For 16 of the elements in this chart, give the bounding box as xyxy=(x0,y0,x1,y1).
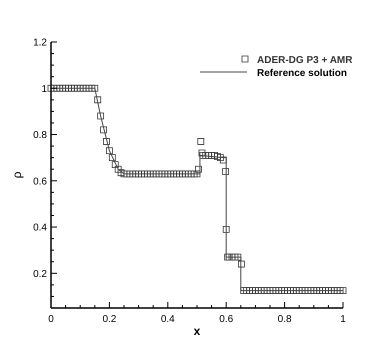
x-tick-label: 0.6 xyxy=(219,314,234,325)
y-tick-label: 0.2 xyxy=(33,268,48,280)
x-axis-title: x xyxy=(194,324,201,338)
x-tick-label: 0 xyxy=(48,314,54,325)
y-tick-label: 1.2 xyxy=(33,38,48,48)
x-tick-label: 0.4 xyxy=(160,314,176,325)
x-tick-label: 0.2 xyxy=(102,314,117,325)
y-tick-label: 0.6 xyxy=(33,176,48,188)
x-tick-label: 1 xyxy=(340,314,346,325)
y-tick-label: 0.8 xyxy=(33,130,48,142)
y-tick-label: 0.4 xyxy=(33,222,48,234)
legend-label: Reference solution xyxy=(257,68,348,79)
x-tick-label: 0.8 xyxy=(278,314,292,325)
legend-label: ADER-DG P3 + AMR xyxy=(257,55,354,66)
y-tick-label: 1 xyxy=(41,84,48,95)
y-axis-title: ρ xyxy=(10,171,24,178)
